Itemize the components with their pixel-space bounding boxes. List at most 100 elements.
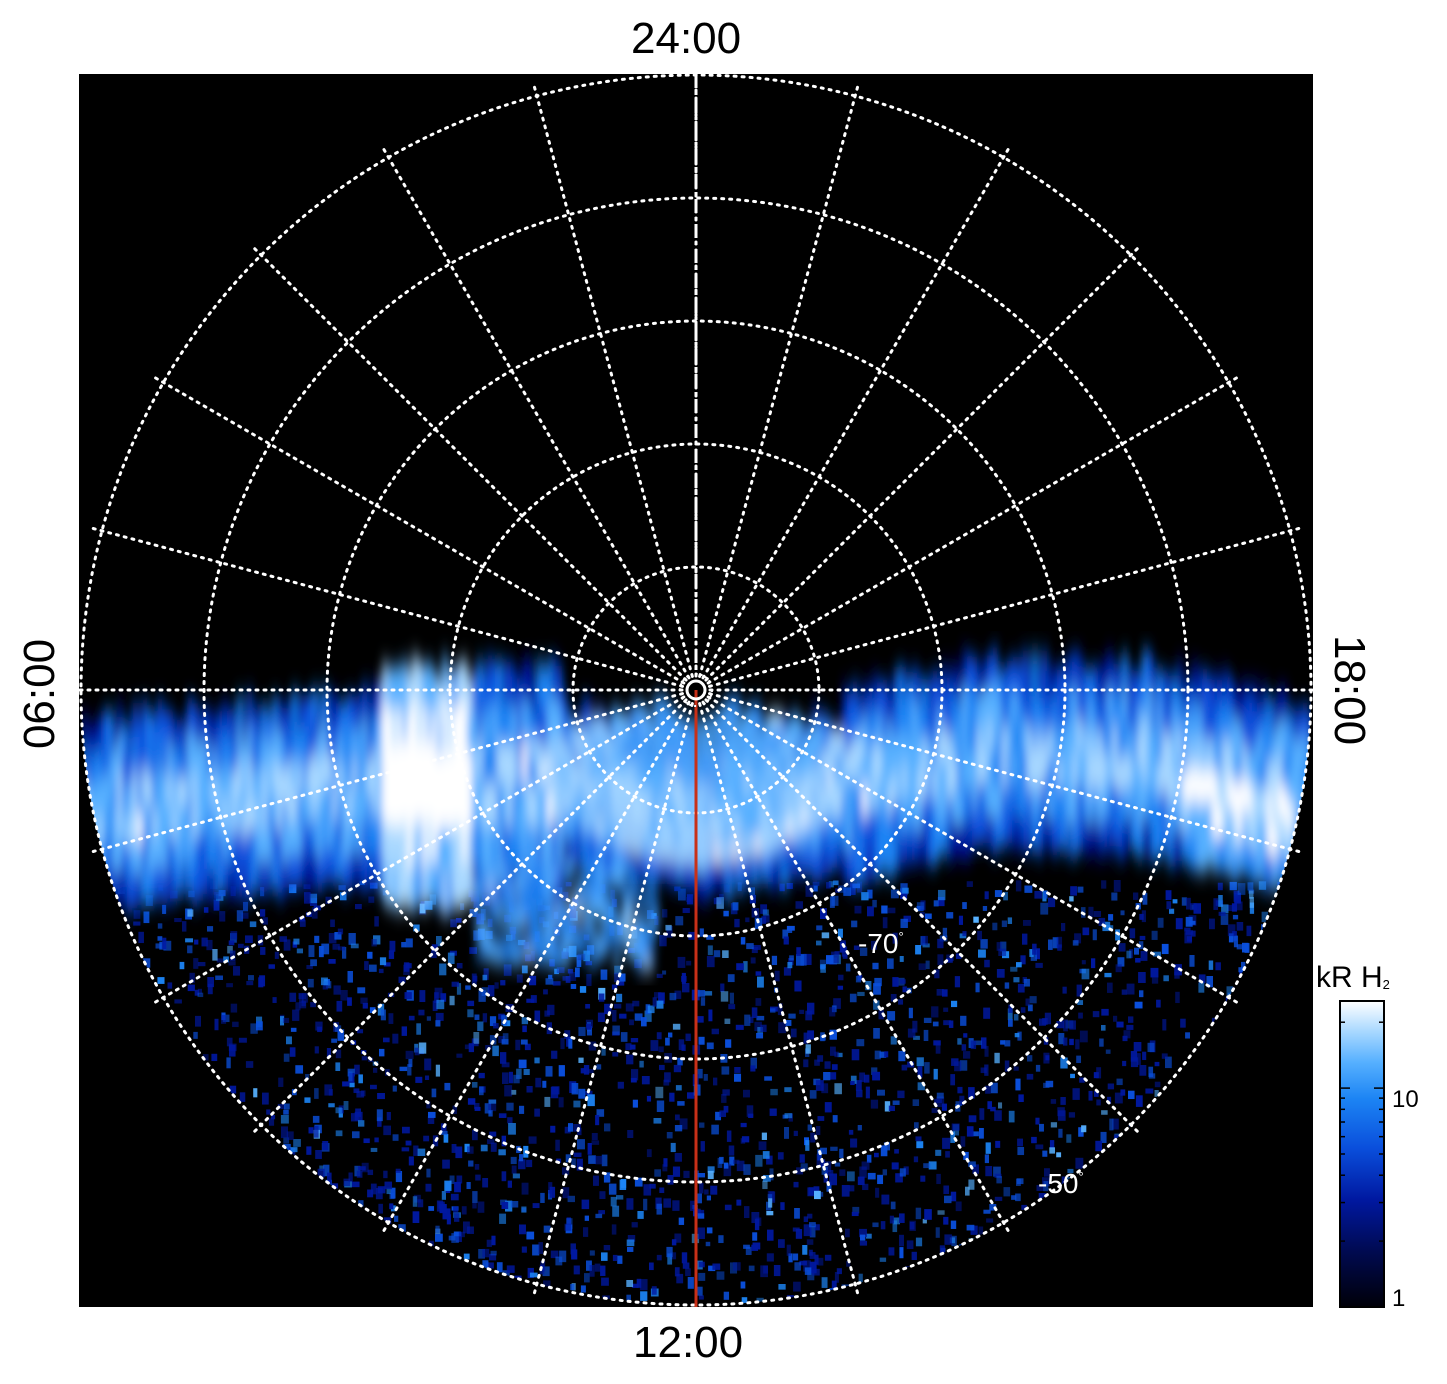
noise-pixel: [968, 1115, 977, 1123]
noise-pixel: [1186, 897, 1191, 910]
aurora-streak: [907, 710, 913, 744]
aurora-streak: [372, 782, 378, 818]
aurora-streak: [577, 816, 583, 844]
noise-pixel: [436, 936, 442, 947]
aurora-streak: [472, 824, 478, 866]
noise-pixel: [937, 1210, 945, 1215]
noise-pixel: [342, 946, 347, 959]
noise-pixel: [1142, 892, 1148, 905]
degree-symbol: °: [1078, 1169, 1084, 1184]
noise-pixel: [743, 1164, 751, 1175]
aurora-streak: [202, 830, 208, 864]
noise-pixel: [803, 1032, 809, 1044]
aurora-streak: [467, 863, 473, 903]
noise-pixel: [207, 983, 213, 995]
aurora-streak: [387, 748, 393, 790]
noise-pixel: [735, 1024, 744, 1030]
noise-pixel: [1045, 1055, 1050, 1061]
noise-pixel: [322, 1141, 329, 1151]
aurora-cusp-pixel: [831, 732, 845, 747]
aurora-streak: [1027, 696, 1033, 730]
noise-pixel: [861, 1161, 870, 1170]
aurora-streak: [217, 741, 223, 774]
noise-pixel: [626, 1198, 634, 1210]
aurora-streak: [962, 650, 968, 687]
noise-pixel: [723, 1105, 729, 1113]
noise-pixel: [612, 1010, 617, 1022]
aurora-streak: [92, 721, 98, 755]
noise-pixel: [678, 1039, 685, 1051]
aurora-streak: [1192, 662, 1198, 699]
noise-pixel: [846, 1261, 851, 1267]
aurora-streak: [267, 861, 273, 893]
aurora-streak: [1277, 752, 1283, 787]
noise-pixel: [392, 1033, 399, 1044]
noise-pixel: [484, 1103, 492, 1114]
aurora-streak: [977, 698, 983, 730]
aurora-streak: [972, 687, 978, 721]
noise-pixel: [666, 1246, 673, 1258]
noise-pixel: [951, 1123, 960, 1131]
noise-pixel: [989, 1204, 997, 1211]
noise-pixel: [1130, 1057, 1139, 1068]
aurora-streak: [1097, 762, 1103, 797]
aurora-streak: [752, 858, 758, 888]
aurora-lobe-pixel: [575, 939, 586, 950]
noise-pixel: [1156, 999, 1161, 1008]
noise-pixel: [652, 997, 657, 1007]
noise-pixel: [523, 1069, 530, 1076]
aurora-streak: [107, 742, 113, 777]
aurora-streak: [867, 690, 873, 724]
noise-pixel: [595, 1155, 603, 1165]
aurora-streak: [947, 738, 953, 771]
aurora-streak: [422, 705, 428, 748]
aurora-streak: [937, 795, 943, 827]
aurora-streak: [672, 805, 678, 835]
noise-pixel: [1014, 1033, 1020, 1038]
noise-pixel: [511, 1165, 517, 1174]
noise-pixel: [440, 993, 447, 1002]
noise-pixel: [669, 992, 677, 1001]
noise-pixel: [752, 1232, 758, 1241]
noise-pixel: [632, 1000, 640, 1007]
noise-pixel: [659, 1064, 665, 1071]
noise-pixel: [454, 1213, 460, 1222]
aurora-lobe-pixel: [488, 912, 499, 923]
noise-pixel: [674, 1125, 683, 1132]
noise-pixel: [304, 1097, 311, 1103]
noise-pixel: [1069, 1038, 1074, 1046]
noise-pixel: [708, 1009, 713, 1022]
noise-pixel: [782, 929, 789, 939]
aurora-streak: [417, 662, 423, 704]
aurora-streak: [462, 821, 468, 865]
noise-pixel: [720, 991, 729, 1002]
aurora-lobe-pixel: [532, 937, 543, 948]
noise-pixel: [1078, 1012, 1083, 1019]
noise-pixel: [243, 901, 248, 912]
noise-pixel: [157, 936, 163, 941]
noise-pixel: [570, 1243, 576, 1255]
noise-pixel: [295, 1065, 304, 1074]
aurora-streak: [127, 879, 133, 913]
noise-pixel: [498, 1036, 505, 1044]
noise-pixel: [677, 1057, 683, 1066]
aurora-streak: [687, 861, 693, 889]
aurora-streak: [562, 809, 568, 841]
noise-pixel: [971, 1131, 979, 1137]
noise-pixel: [1035, 948, 1040, 960]
aurora-streak: [1052, 727, 1058, 761]
aurora-lobe-pixel: [619, 928, 630, 939]
aurora-streak: [82, 714, 88, 748]
noise-pixel: [472, 1082, 478, 1088]
noise-pixel: [322, 981, 328, 990]
noise-pixel: [723, 1164, 732, 1177]
noise-pixel: [803, 1260, 811, 1272]
noise-pixel: [279, 936, 287, 942]
noise-pixel: [1043, 1181, 1049, 1192]
noise-pixel: [611, 1224, 617, 1235]
aurora-streak: [377, 716, 383, 753]
noise-pixel: [1165, 890, 1172, 900]
aurora-streak: [237, 827, 243, 864]
aurora-streak: [782, 858, 788, 890]
aurora-streak: [442, 655, 448, 701]
